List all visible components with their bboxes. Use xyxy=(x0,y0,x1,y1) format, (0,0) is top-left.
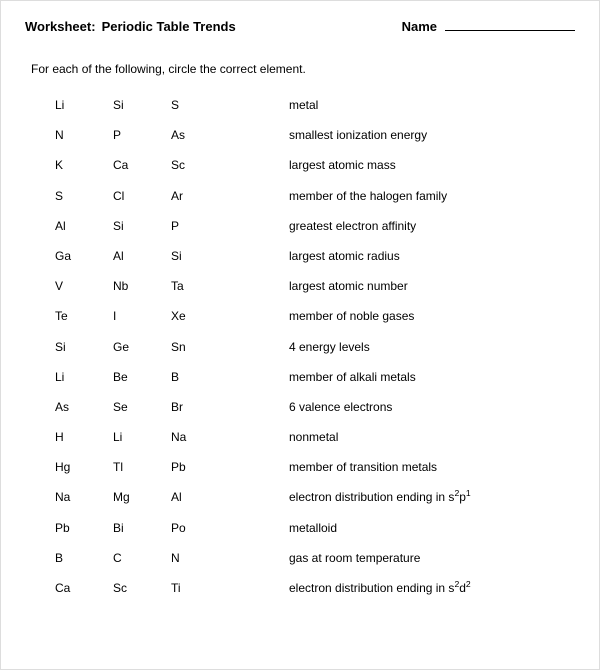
element-choice[interactable]: Ta xyxy=(171,279,229,293)
element-choice[interactable]: Al xyxy=(55,219,113,233)
question-row: NaMgAl electron distribution ending in s2… xyxy=(55,490,575,520)
question-row: SClAr member of the halogen family xyxy=(55,189,575,219)
question-description: 6 valence electrons xyxy=(289,400,392,414)
question-row: GaAlSi largest atomic radius xyxy=(55,249,575,279)
question-row: SiGeSn 4 energy levels xyxy=(55,340,575,370)
element-choice[interactable]: Al xyxy=(171,490,229,504)
element-choice[interactable]: Be xyxy=(113,370,171,384)
element-choice[interactable]: C xyxy=(113,551,171,565)
question-description: gas at room temperature xyxy=(289,551,420,565)
question-description: largest atomic radius xyxy=(289,249,400,263)
question-row: LiBeBmember of alkali metals xyxy=(55,370,575,400)
element-choice[interactable]: Cl xyxy=(113,189,171,203)
question-description: smallest ionization energy xyxy=(289,128,427,142)
element-choice[interactable]: Mg xyxy=(113,490,171,504)
question-row: CaScTi electron distribution ending in s2… xyxy=(55,581,575,611)
element-choice[interactable]: Pb xyxy=(55,521,113,535)
element-choice[interactable]: Si xyxy=(113,219,171,233)
element-choice[interactable]: Sn xyxy=(171,340,229,354)
element-choice[interactable]: Ar xyxy=(171,189,229,203)
element-choice[interactable]: S xyxy=(171,98,229,112)
element-choice[interactable]: Br xyxy=(171,400,229,414)
element-choice[interactable]: Hg xyxy=(55,460,113,474)
element-choice[interactable]: Ge xyxy=(113,340,171,354)
element-choice[interactable]: Po xyxy=(171,521,229,535)
element-choice[interactable]: B xyxy=(171,370,229,384)
question-description: metal xyxy=(289,98,318,112)
element-choice[interactable]: Si xyxy=(55,340,113,354)
element-choice[interactable]: Na xyxy=(171,430,229,444)
question-row: TeIXe member of noble gases xyxy=(55,309,575,339)
question-description: largest atomic number xyxy=(289,279,408,293)
element-choice[interactable]: S xyxy=(55,189,113,203)
element-choice[interactable]: Xe xyxy=(171,309,229,323)
question-row: HLiNa nonmetal xyxy=(55,430,575,460)
title-main: Periodic Table Trends xyxy=(102,19,236,34)
element-choice[interactable]: Na xyxy=(55,490,113,504)
instructions-text: For each of the following, circle the co… xyxy=(31,62,575,76)
question-row: AlSiPgreatest electron affinity xyxy=(55,219,575,249)
worksheet-header: Worksheet: Periodic Table Trends Name xyxy=(25,19,575,34)
question-description: metalloid xyxy=(289,521,337,535)
question-row: AsSeBr 6 valence electrons xyxy=(55,400,575,430)
element-choice[interactable]: I xyxy=(113,309,171,323)
element-choice[interactable]: K xyxy=(55,158,113,172)
element-choice[interactable]: Sc xyxy=(171,158,229,172)
question-description: member of noble gases xyxy=(289,309,414,323)
element-choice[interactable]: Tl xyxy=(113,460,171,474)
element-choice[interactable]: Li xyxy=(55,370,113,384)
element-choice[interactable]: As xyxy=(55,400,113,414)
element-choice[interactable]: Al xyxy=(113,249,171,263)
question-description: nonmetal xyxy=(289,430,338,444)
element-choice[interactable]: Ti xyxy=(171,581,229,595)
question-description: member of alkali metals xyxy=(289,370,416,384)
question-description: greatest electron affinity xyxy=(289,219,416,233)
element-choice[interactable]: N xyxy=(171,551,229,565)
element-choice[interactable]: Ca xyxy=(55,581,113,595)
element-choice[interactable]: B xyxy=(55,551,113,565)
question-description: electron distribution ending in s2d2 xyxy=(289,581,471,595)
question-rows: LiSiSmetalNPAssmallest ionization energy… xyxy=(55,98,575,611)
element-choice[interactable]: Nb xyxy=(113,279,171,293)
element-choice[interactable]: Ca xyxy=(113,158,171,172)
element-choice[interactable]: P xyxy=(171,219,229,233)
question-description: member of the halogen family xyxy=(289,189,447,203)
element-choice[interactable]: Si xyxy=(171,249,229,263)
question-row: VNbTa largest atomic number xyxy=(55,279,575,309)
element-choice[interactable]: Bi xyxy=(113,521,171,535)
element-choice[interactable]: Sc xyxy=(113,581,171,595)
title-prefix: Worksheet: xyxy=(25,19,96,34)
question-description: electron distribution ending in s2p1 xyxy=(289,490,471,504)
name-label: Name xyxy=(402,19,437,34)
question-row: HgTlPb member of transition metals xyxy=(55,460,575,490)
element-choice[interactable]: Li xyxy=(55,98,113,112)
element-choice[interactable]: H xyxy=(55,430,113,444)
worksheet-page: Worksheet: Periodic Table Trends Name Fo… xyxy=(1,1,599,621)
question-description: 4 energy levels xyxy=(289,340,370,354)
question-row: KCaSc largest atomic mass xyxy=(55,158,575,188)
question-row: BCNgas at room temperature xyxy=(55,551,575,581)
question-row: PbBiPo metalloid xyxy=(55,521,575,551)
element-choice[interactable]: Pb xyxy=(171,460,229,474)
question-row: LiSiSmetal xyxy=(55,98,575,128)
element-choice[interactable]: Ga xyxy=(55,249,113,263)
element-choice[interactable]: V xyxy=(55,279,113,293)
element-choice[interactable]: Se xyxy=(113,400,171,414)
question-row: NPAs smallest ionization energy xyxy=(55,128,575,158)
element-choice[interactable]: As xyxy=(171,128,229,142)
element-choice[interactable]: P xyxy=(113,128,171,142)
name-blank-line[interactable] xyxy=(445,19,575,31)
element-choice[interactable]: Li xyxy=(113,430,171,444)
element-choice[interactable]: Te xyxy=(55,309,113,323)
element-choice[interactable]: Si xyxy=(113,98,171,112)
element-choice[interactable]: N xyxy=(55,128,113,142)
question-description: member of transition metals xyxy=(289,460,437,474)
question-description: largest atomic mass xyxy=(289,158,396,172)
